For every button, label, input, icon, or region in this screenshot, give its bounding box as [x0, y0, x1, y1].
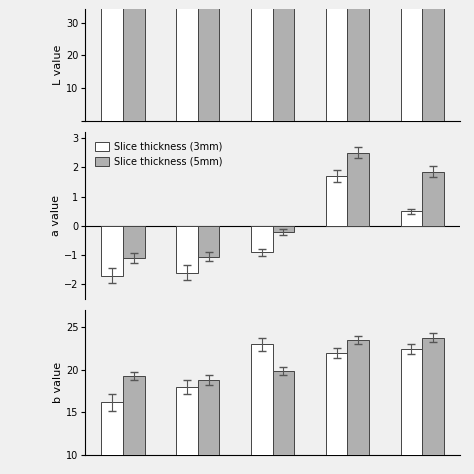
Bar — [401, 5, 422, 121]
Bar — [198, 2, 219, 121]
Bar — [326, 4, 347, 121]
Bar — [176, 4, 198, 121]
Bar — [123, 376, 145, 474]
Bar — [123, 226, 145, 258]
Bar — [251, 226, 273, 252]
Bar — [198, 380, 219, 474]
Y-axis label: b value: b value — [53, 362, 63, 403]
Bar — [401, 211, 422, 226]
Bar — [347, 153, 369, 226]
Bar — [273, 226, 294, 232]
Bar — [198, 226, 219, 256]
Bar — [273, 371, 294, 474]
Bar — [273, 3, 294, 121]
Bar — [401, 349, 422, 474]
Bar — [101, 5, 123, 121]
Bar — [347, 2, 369, 121]
Y-axis label: L value: L value — [53, 45, 63, 85]
Bar — [422, 172, 444, 226]
Bar — [101, 402, 123, 474]
Bar — [326, 353, 347, 474]
Bar — [422, 337, 444, 474]
Bar — [347, 340, 369, 474]
Bar — [251, 6, 273, 121]
Bar — [176, 387, 198, 474]
Bar — [176, 226, 198, 273]
Y-axis label: a value: a value — [51, 195, 61, 236]
Bar — [101, 226, 123, 275]
Bar — [422, 4, 444, 121]
Bar — [251, 345, 273, 474]
Legend: Slice thickness (3mm), Slice thickness (5mm): Slice thickness (3mm), Slice thickness (… — [90, 137, 227, 172]
Bar — [326, 176, 347, 226]
Bar — [123, 3, 145, 121]
